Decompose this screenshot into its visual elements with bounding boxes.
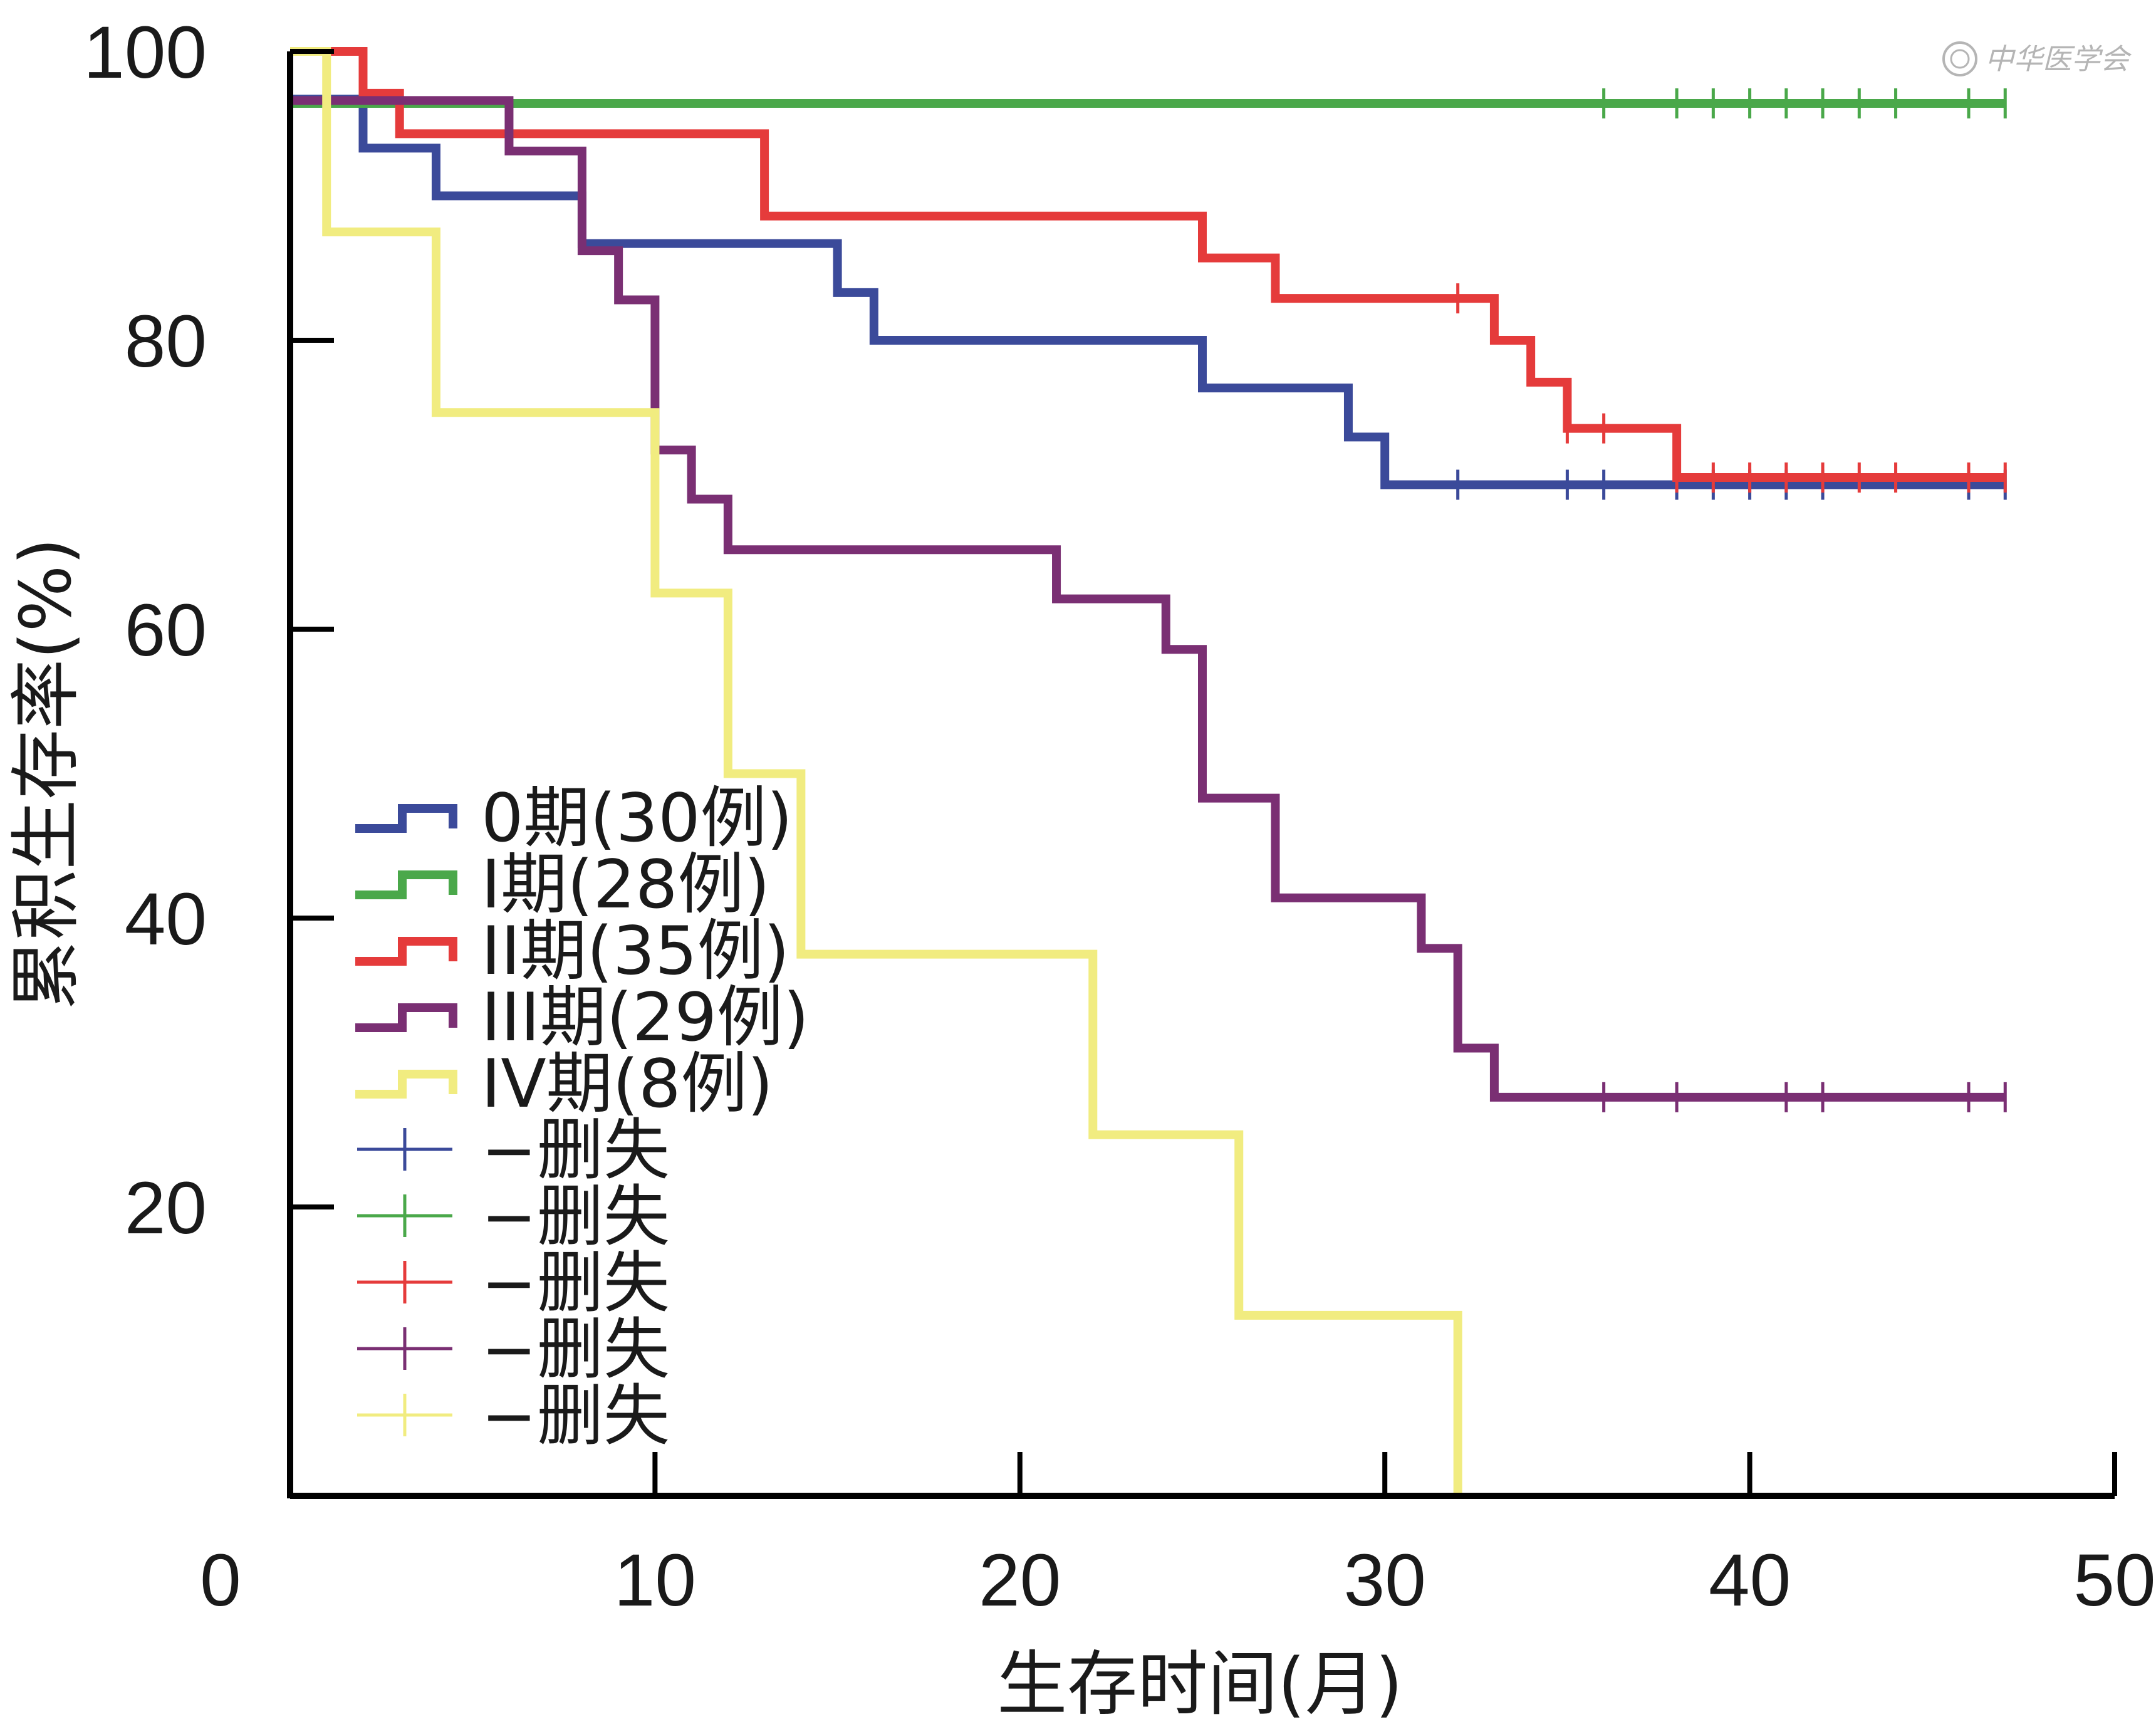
series-group xyxy=(290,47,2007,493)
legend-censor-label: −删失 xyxy=(481,1178,670,1255)
y-tick-label: 20 xyxy=(125,1167,207,1250)
x-tick-label: 0 xyxy=(200,1539,241,1622)
legend: 0期(30例)I期(28例)II期(35例)III期(29例)IV期(8例)−删… xyxy=(355,780,809,1455)
legend-label: I期(28例) xyxy=(481,846,770,923)
legend-swatch xyxy=(355,804,457,833)
x-tick-label: 40 xyxy=(1709,1539,1791,1622)
series-layer xyxy=(290,47,2007,1496)
watermark: 中华医学会 xyxy=(1942,41,2132,76)
series-group xyxy=(290,95,2007,500)
x-ticks: 0 10 20 30 40 50 xyxy=(200,1452,2156,1622)
survival-curve xyxy=(290,96,2006,1102)
legend-label: II期(35例) xyxy=(481,912,789,990)
x-tick-label: 50 xyxy=(2073,1539,2155,1622)
series-group xyxy=(290,96,2007,1112)
watermark-seal-icon xyxy=(1942,41,1977,76)
legend-swatch xyxy=(355,1003,457,1032)
axes xyxy=(287,51,2115,1499)
legend-censor-label: −删失 xyxy=(481,1377,670,1455)
legend-censor-label: −删失 xyxy=(481,1112,670,1189)
legend-swatch xyxy=(355,1070,457,1099)
series-group xyxy=(290,88,2007,118)
watermark-seal-inner-icon xyxy=(1950,49,1970,69)
legend-label: IV期(8例) xyxy=(481,1045,773,1122)
y-tick-label: 60 xyxy=(125,589,207,672)
legend-swatch xyxy=(355,870,457,899)
legend-censor-label: −删失 xyxy=(481,1245,670,1322)
y-tick-label: 40 xyxy=(125,878,207,961)
legend-label: 0期(30例) xyxy=(481,780,793,857)
y-tick-label: 80 xyxy=(125,300,207,383)
y-ticks: 20 40 60 80 100 xyxy=(83,11,334,1250)
legend-label: III期(29例) xyxy=(481,979,809,1056)
y-tick-label: 100 xyxy=(83,11,207,94)
legend-swatch xyxy=(355,937,457,966)
x-axis-title: 生存时间(月) xyxy=(997,1644,1402,1725)
survival-curve xyxy=(290,47,1462,1496)
survival-curve xyxy=(290,95,2006,489)
x-tick-label: 20 xyxy=(979,1539,1061,1622)
y-axis-title: 累积生存率(%) xyxy=(6,538,87,1010)
legend-censor-label: −删失 xyxy=(481,1311,670,1388)
watermark-text: 中华医学会 xyxy=(1985,42,2132,76)
x-tick-label: 10 xyxy=(614,1539,696,1622)
series-group xyxy=(290,47,1462,1496)
x-tick-label: 30 xyxy=(1344,1539,1426,1622)
